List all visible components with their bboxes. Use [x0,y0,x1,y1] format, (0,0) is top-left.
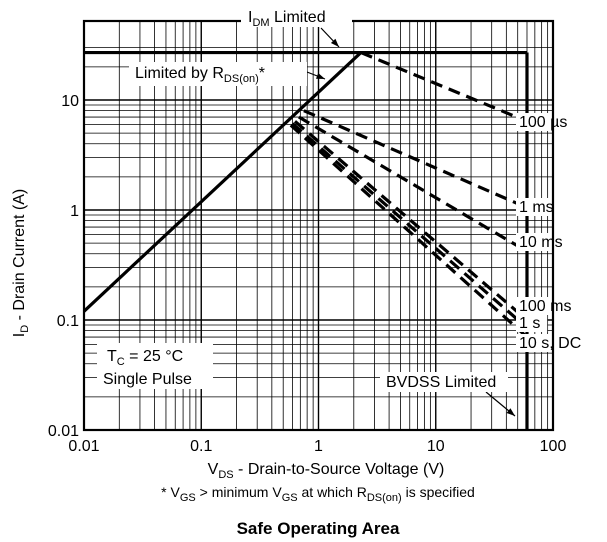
chart-title: Safe Operating Area [237,519,400,538]
curve-label: 1 s [519,315,540,332]
series-line [303,109,528,210]
curve-label-bg [516,113,573,131]
curve-label: 100 µs [519,114,567,131]
curve-label-bg [516,297,573,315]
x-tick-label: 10 [427,438,445,455]
series-line [293,120,529,322]
bvdss-limited-annotation: BVDSS Limited [380,372,508,392]
y-tick-label: 0.01 [48,423,79,440]
y-tick-label: 0.1 [57,313,79,330]
svg-text:IDM Limited: IDM Limited [248,9,326,29]
curve-label: 10 s, DC [519,335,581,352]
x-tick-labels: 0.01 0.1 1 10 100 [68,438,566,455]
rds-arrow-head [316,73,325,79]
series-line [298,115,528,253]
x-tick-label: 1 [314,438,323,455]
x-tick-label: 0.01 [68,438,99,455]
svg-text:TC = 25 °C: TC = 25 °C [107,348,183,368]
series-line [289,124,529,339]
curve-label-bg [516,314,548,332]
y-axis-title: ID - Drain Current (A) [11,189,31,337]
series-line [82,51,363,313]
series-line [291,122,529,329]
svg-text:BVDSS Limited: BVDSS Limited [386,374,496,391]
y-tick-label: 10 [61,93,79,110]
curve-label-bg [516,198,556,216]
idm-arrow-head [330,38,339,47]
idm-limited-annotation: IDM Limited [241,7,352,29]
curve-label: 1 ms [519,199,554,216]
curve-label: 100 ms [519,298,571,315]
soa-curves [82,50,529,430]
series-line [360,51,528,123]
y-tick-labels: 0.01 0.1 1 10 [48,93,79,440]
annotation-arrows [306,27,516,417]
y-tick-label: 1 [70,203,79,220]
conditions-annotation: TC = 25 °C Single Pulse [97,343,213,389]
x-tick-label: 100 [540,438,567,455]
chart-labels: 100 µs 1 ms 10 ms 100 ms1 s 10 s, DC [516,113,590,352]
minor-gridlines [84,21,553,430]
curve-label: 10 ms [519,234,563,251]
bvdss-arrow-head [506,408,515,416]
x-axis-title: VDS - Drain-to-Source Voltage (V) [208,461,445,481]
svg-text:Single Pulse: Single Pulse [103,371,192,388]
rds-limited-annotation: Limited by RDS(on)* [129,62,307,86]
x-tick-label: 0.1 [190,438,212,455]
footnote: * VGS > minimum VGS at which RDS(on) is … [161,484,475,504]
svg-text:Limited by RDS(on)*: Limited by RDS(on)* [135,65,265,85]
